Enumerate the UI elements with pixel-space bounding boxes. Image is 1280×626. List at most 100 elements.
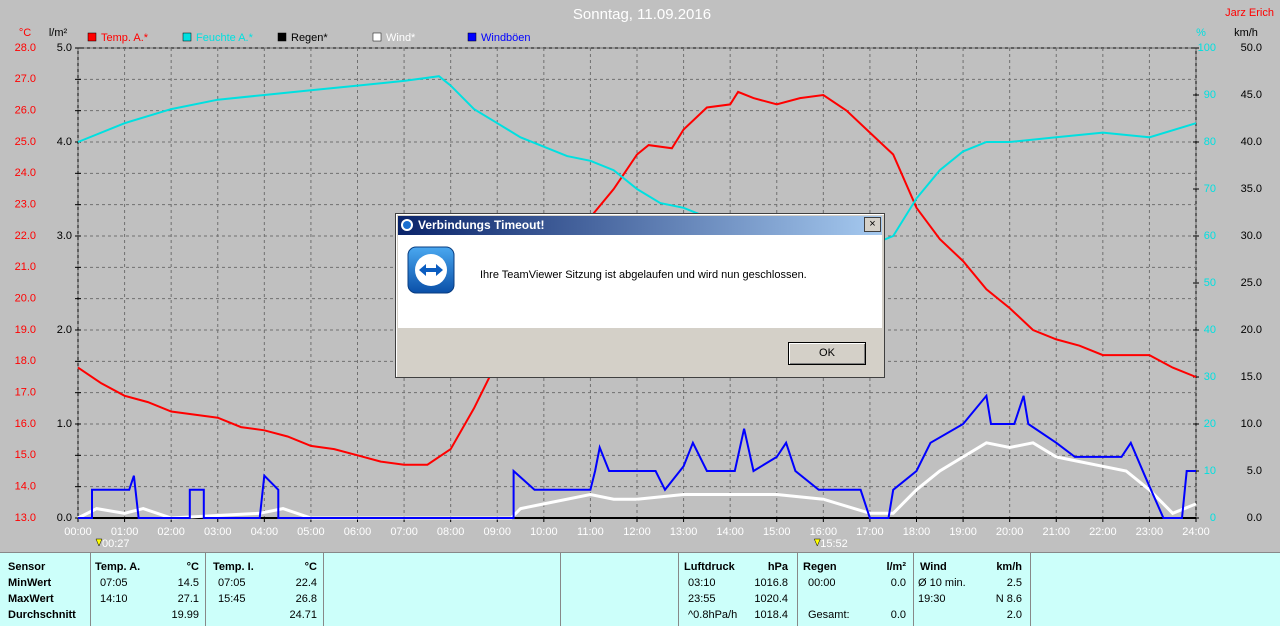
annotation-icon bbox=[95, 538, 103, 547]
stat-value: 0.0 bbox=[890, 577, 906, 589]
stats-header: Sensor bbox=[8, 561, 46, 573]
stat-value: 14.5 bbox=[177, 577, 199, 589]
divider bbox=[1030, 553, 1031, 626]
stat-time: 00:00 bbox=[808, 577, 836, 589]
divider bbox=[560, 553, 561, 626]
row-label: Durchschnitt bbox=[8, 609, 76, 621]
axis-unit: km/h bbox=[1234, 27, 1258, 39]
y-tick-label: 1.0 bbox=[57, 418, 72, 430]
y-tick-label: 28.0 bbox=[15, 42, 36, 54]
x-tick-label: 07:00 bbox=[390, 526, 418, 538]
stat-value: 1018.4 bbox=[754, 609, 788, 621]
stat-time: 15:45 bbox=[218, 593, 246, 605]
x-tick-label: 17:00 bbox=[856, 526, 884, 538]
legend-label: Temp. A.* bbox=[101, 32, 149, 44]
teamviewer-logo bbox=[407, 246, 455, 294]
axis-unit: % bbox=[1196, 27, 1206, 39]
close-button[interactable]: × bbox=[864, 217, 881, 232]
dialog-title: Verbindungs Timeout! bbox=[398, 216, 882, 235]
y-tick-label: 20.0 bbox=[1241, 324, 1262, 336]
x-tick-label: 23:00 bbox=[1136, 526, 1164, 538]
stats-panel: Sensor MinWert MaxWert Durchschnitt Temp. A.… bbox=[0, 552, 1280, 626]
axis-unit: l/m² bbox=[49, 27, 68, 39]
stat-time: 23:55 bbox=[688, 593, 716, 605]
y-tick-label: 25.0 bbox=[15, 136, 36, 148]
y-tick-label: 16.0 bbox=[15, 418, 36, 430]
y-tick-label: 35.0 bbox=[1241, 183, 1262, 195]
group-unit: hPa bbox=[767, 561, 788, 573]
group-header: Temp. A. bbox=[95, 561, 141, 573]
series-line bbox=[77, 75, 1197, 247]
legend-label: Regen* bbox=[291, 32, 328, 44]
x-tick-label: 19:00 bbox=[949, 526, 977, 538]
series-line bbox=[77, 90, 1197, 466]
author: Jarz Erich bbox=[1225, 7, 1274, 19]
group-unit: km/h bbox=[996, 561, 1022, 573]
series-line bbox=[77, 441, 1197, 520]
y-tick-label: 15.0 bbox=[15, 449, 36, 461]
legend-label: Feuchte A.* bbox=[196, 32, 254, 44]
y-tick-label: 30.0 bbox=[1241, 230, 1262, 242]
stat-time: 07:05 bbox=[100, 577, 128, 589]
chart-title: Sonntag, 11.09.2016 bbox=[573, 6, 711, 23]
divider bbox=[90, 553, 91, 626]
dialog-icon bbox=[401, 219, 413, 231]
divider bbox=[913, 553, 914, 626]
y-tick-label: 19.0 bbox=[15, 324, 36, 336]
legend-swatch bbox=[277, 32, 287, 42]
y-tick-label: 10.0 bbox=[1241, 418, 1262, 430]
y-tick-label: 50.0 bbox=[1241, 42, 1262, 54]
annotation-label: 15:52 bbox=[820, 538, 848, 550]
dialog-body: Ihre TeamViewer Sitzung ist abgelaufen u… bbox=[398, 235, 882, 328]
x-tick-label: 04:00 bbox=[251, 526, 279, 538]
x-tick-label: 10:00 bbox=[530, 526, 558, 538]
divider bbox=[205, 553, 206, 626]
y-tick-label: 0.0 bbox=[57, 512, 72, 524]
y-tick-label: 40 bbox=[1204, 324, 1216, 336]
x-tick-label: 02:00 bbox=[157, 526, 185, 538]
stat-value: N 8.6 bbox=[995, 593, 1022, 605]
y-tick-label: 18.0 bbox=[15, 355, 36, 367]
annotation-icon bbox=[813, 538, 821, 547]
series-line bbox=[78, 393, 1196, 519]
y-tick-label: 0.0 bbox=[1247, 512, 1262, 524]
x-tick-label: 08:00 bbox=[437, 526, 465, 538]
divider bbox=[678, 553, 679, 626]
x-tick-label: 22:00 bbox=[1089, 526, 1117, 538]
x-tick-label: 20:00 bbox=[996, 526, 1024, 538]
group-unit: °C bbox=[304, 561, 317, 573]
stat-time: 07:05 bbox=[218, 577, 246, 589]
ok-button[interactable]: OK bbox=[788, 342, 866, 365]
divider bbox=[323, 553, 324, 626]
legend-label: Windböen bbox=[481, 32, 531, 44]
stat-value: 2.5 bbox=[1006, 577, 1022, 589]
y-tick-label: 70 bbox=[1204, 183, 1216, 195]
group-unit: °C bbox=[186, 561, 199, 573]
stat-value: 26.8 bbox=[295, 593, 317, 605]
y-tick-label: 3.0 bbox=[57, 230, 72, 242]
x-tick-label: 03:00 bbox=[204, 526, 232, 538]
group-header: Regen bbox=[803, 561, 837, 573]
y-tick-label: 5.0 bbox=[1247, 465, 1262, 477]
y-tick-label: 21.0 bbox=[15, 261, 36, 273]
y-tick-label: 20 bbox=[1204, 418, 1216, 430]
dialog-message: Ihre TeamViewer Sitzung ist abgelaufen u… bbox=[480, 269, 807, 281]
legend-swatch bbox=[372, 32, 382, 42]
y-tick-label: 90 bbox=[1204, 89, 1216, 101]
y-tick-label: 14.0 bbox=[15, 481, 36, 493]
stat-time: ^0.8hPa/h bbox=[688, 609, 738, 621]
annotation-label: 00:27 bbox=[102, 538, 130, 550]
legend-swatch bbox=[182, 32, 192, 42]
x-tick-label: 24:00 bbox=[1182, 526, 1210, 538]
stat-time: 14:10 bbox=[100, 593, 128, 605]
group-unit: l/m² bbox=[886, 561, 906, 573]
x-tick-label: 21:00 bbox=[1042, 526, 1070, 538]
x-tick-label: 15:00 bbox=[763, 526, 791, 538]
x-tick-label: 09:00 bbox=[483, 526, 511, 538]
legend-label: Wind* bbox=[386, 32, 416, 44]
y-tick-label: 17.0 bbox=[15, 387, 36, 399]
divider bbox=[797, 553, 798, 626]
y-tick-label: 5.0 bbox=[57, 42, 72, 54]
x-tick-label: 06:00 bbox=[344, 526, 372, 538]
